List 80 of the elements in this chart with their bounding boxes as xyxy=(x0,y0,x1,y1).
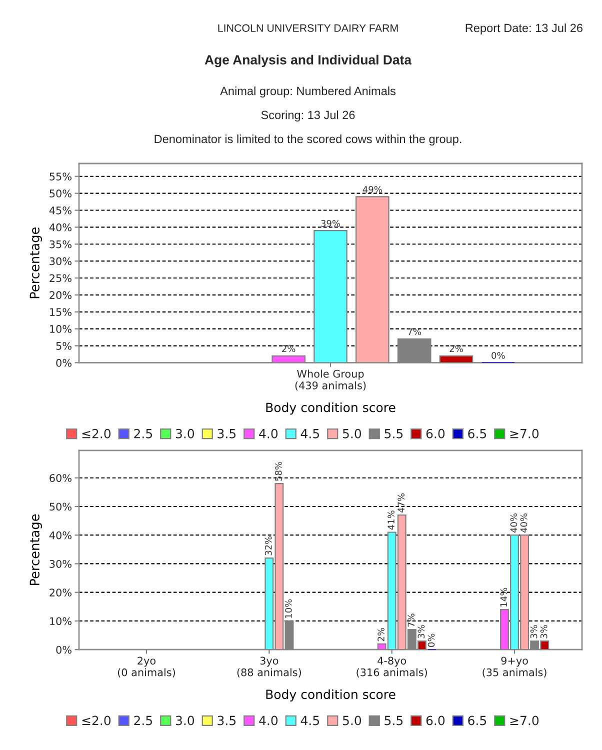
bar xyxy=(272,355,306,363)
y-tick-label: 40% xyxy=(49,531,72,540)
legend-label: 3.5 xyxy=(218,428,236,438)
x-tick-label: 9+yo (35 animals) xyxy=(482,656,546,678)
legend-label: 6.5 xyxy=(468,428,486,438)
data-label: 41% xyxy=(388,510,394,530)
legend-label: 6.0 xyxy=(426,716,445,726)
x-axis-title: Body condition score xyxy=(266,689,396,702)
legend-label: 2.5 xyxy=(134,428,152,438)
legend-label: ≤2.0 xyxy=(82,428,111,438)
data-label: 10% xyxy=(285,599,292,618)
data-label: 0% xyxy=(492,352,505,359)
legend-label: ≥7.0 xyxy=(510,428,539,438)
text: LINCOLN UNIVERSITY DAIRY FARM xyxy=(218,24,398,32)
y-tick-label: 10% xyxy=(50,617,72,626)
x-tick-label: 2yo (0 animals) xyxy=(118,656,175,678)
text: Denominator is limited to the scored cows within the group. xyxy=(154,134,462,146)
bar xyxy=(356,196,390,363)
legend-label: 5.5 xyxy=(384,429,403,438)
y-tick-label: 0% xyxy=(56,358,72,367)
legend-label: 5.5 xyxy=(384,716,403,726)
data-label: 47% xyxy=(398,493,404,513)
chart-subtitle: Animal group: Numbered Animals xyxy=(220,86,396,98)
x-tick-label: 4-8yo (316 animals) xyxy=(356,656,427,678)
data-label: 39% xyxy=(321,220,340,227)
data-label: 3% xyxy=(540,625,548,638)
legend-label: 5.0 xyxy=(342,428,362,438)
data-label: 3% xyxy=(418,625,425,638)
x-tick-label: 3yo (88 animals) xyxy=(237,656,301,678)
data-label: 40% xyxy=(510,513,518,533)
y-tick-label: 35% xyxy=(50,240,72,248)
data-label: 2% xyxy=(450,345,463,352)
legend-label: ≤2.0 xyxy=(82,716,111,726)
legend-label: 3.0 xyxy=(176,428,194,438)
y-tick-label: 20% xyxy=(50,291,72,300)
y-tick-label: 30% xyxy=(50,560,72,568)
y-tick-label: 50% xyxy=(50,502,72,511)
data-label: 40% xyxy=(520,513,528,533)
data-label: 0% xyxy=(428,634,435,647)
y-tick-label: 25% xyxy=(50,274,72,282)
y-axis-title: Percentage xyxy=(30,227,42,298)
text: Scoring: 13 Jul 26 xyxy=(261,110,355,122)
data-label: 2% xyxy=(378,628,384,642)
legend-label: 2.5 xyxy=(134,716,152,726)
legend-label: 3.0 xyxy=(176,716,194,726)
y-tick-label: 10% xyxy=(50,325,72,333)
x-axis-title: Body condition score xyxy=(266,402,396,415)
data-label: 14% xyxy=(500,588,508,606)
data-label: 32% xyxy=(264,536,272,556)
y-tick-label: 55% xyxy=(50,172,72,180)
y-tick-label: 20% xyxy=(50,588,72,596)
data-label: 49% xyxy=(362,186,382,193)
legend-label: 4.5 xyxy=(300,429,320,438)
x-tick-label: Whole Group (439 animals) xyxy=(295,370,366,391)
y-tick-label: 45% xyxy=(49,206,72,214)
data-label: 2% xyxy=(282,345,296,352)
chart-title: Age Analysis and Individual Data xyxy=(204,54,412,68)
bar xyxy=(439,355,474,363)
data-label: 58% xyxy=(274,462,282,481)
y-axis-title: Percentage xyxy=(30,514,42,586)
legend-label: 6.0 xyxy=(426,428,445,438)
legend-label: 4.5 xyxy=(300,716,320,726)
y-tick-label: 40% xyxy=(49,223,72,232)
legend-label: ≥7.0 xyxy=(510,716,539,726)
y-tick-label: 0% xyxy=(56,646,72,654)
y-tick-label: 15% xyxy=(50,308,72,316)
y-tick-label: 30% xyxy=(50,257,72,266)
data-label: 7% xyxy=(408,614,415,627)
legend-label: 5.0 xyxy=(342,716,362,726)
data-label: 7% xyxy=(408,328,421,336)
legend-label: 3.5 xyxy=(218,716,236,726)
y-tick-label: 60% xyxy=(50,474,72,482)
legend-label: 4.0 xyxy=(259,428,278,438)
y-tick-label: 5% xyxy=(56,342,72,350)
data-label: 3% xyxy=(530,625,538,638)
bar xyxy=(314,230,348,363)
legend-label: 6.5 xyxy=(468,716,486,726)
text: Report Date: 13 Jul 26 xyxy=(466,24,582,34)
y-tick-label: 50% xyxy=(50,190,72,198)
legend-label: 4.0 xyxy=(259,716,278,726)
